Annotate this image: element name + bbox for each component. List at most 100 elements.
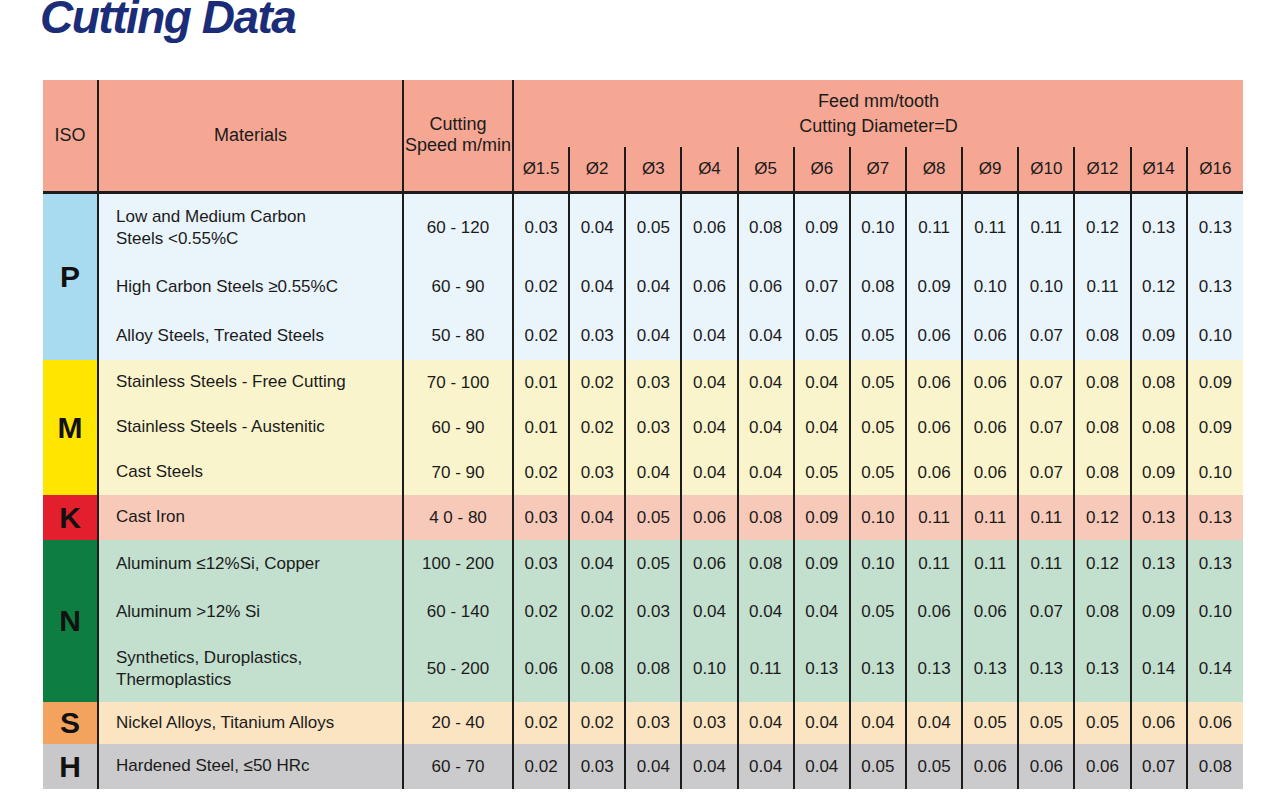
materials-col-header: Materials <box>98 80 403 192</box>
iso-class-P: P <box>43 192 98 360</box>
feed-cell: 0.04 <box>738 588 794 636</box>
feed-cell: 0.09 <box>794 192 850 262</box>
table-row: Synthetics, Duroplastics, Thermoplastics… <box>43 636 1243 702</box>
feed-header-line2: Cutting Diameter=D <box>514 114 1243 138</box>
feed-cell: 0.09 <box>1187 360 1243 405</box>
feed-cell: 0.04 <box>569 192 625 262</box>
feed-cell: 0.06 <box>681 262 737 312</box>
feed-cell: 0.13 <box>1187 495 1243 540</box>
material-cell: Cast Steels <box>98 450 403 495</box>
feed-cell: 0.07 <box>1131 744 1187 789</box>
cutting-data-table: ISO Materials Cutting Speed m/min Feed m… <box>43 80 1243 789</box>
feed-cell: 0.02 <box>569 360 625 405</box>
feed-cell: 0.03 <box>569 450 625 495</box>
diameter-col-header: Ø5 <box>738 147 794 192</box>
feed-cell: 0.12 <box>1074 192 1130 262</box>
feed-cell: 0.03 <box>513 192 569 262</box>
feed-cell: 0.05 <box>625 540 681 588</box>
feed-cell: 0.04 <box>569 540 625 588</box>
feed-cell: 0.05 <box>850 450 906 495</box>
feed-cell: 0.09 <box>906 262 962 312</box>
feed-cell: 0.10 <box>1187 312 1243 360</box>
feed-cell: 0.08 <box>1187 744 1243 789</box>
diameter-col-header: Ø16 <box>1187 147 1243 192</box>
material-cell: Nickel Alloys, Titanium Alloys <box>98 702 403 744</box>
feed-cell: 0.13 <box>850 636 906 702</box>
iso-class-M: M <box>43 360 98 495</box>
feed-cell: 0.03 <box>625 360 681 405</box>
feed-cell: 0.13 <box>1187 262 1243 312</box>
feed-cell: 0.04 <box>738 744 794 789</box>
feed-cell: 0.04 <box>794 588 850 636</box>
feed-cell: 0.06 <box>906 312 962 360</box>
cutting-speed-cell: 4 0 - 80 <box>403 495 513 540</box>
feed-cell: 0.03 <box>513 495 569 540</box>
material-cell: Aluminum ≤12%Si, Copper <box>98 540 403 588</box>
feed-cell: 0.02 <box>513 312 569 360</box>
feed-cell: 0.05 <box>625 192 681 262</box>
feed-cell: 0.10 <box>1187 588 1243 636</box>
material-cell: Stainless Steels - Free Cutting <box>98 360 403 405</box>
feed-cell: 0.10 <box>1018 262 1074 312</box>
feed-cell: 0.09 <box>794 540 850 588</box>
feed-cell: 0.04 <box>681 588 737 636</box>
cutting-speed-cell: 70 - 100 <box>403 360 513 405</box>
feed-cell: 0.04 <box>794 360 850 405</box>
feed-cell: 0.08 <box>738 495 794 540</box>
feed-cell: 0.03 <box>569 312 625 360</box>
feed-cell: 0.13 <box>1074 636 1130 702</box>
feed-cell: 0.02 <box>513 702 569 744</box>
diameter-col-header: Ø9 <box>962 147 1018 192</box>
feed-cell: 0.06 <box>906 450 962 495</box>
feed-cell: 0.13 <box>794 636 850 702</box>
feed-cell: 0.08 <box>738 540 794 588</box>
material-cell: Low and Medium Carbon Steels <0.55%C <box>98 192 403 262</box>
diameter-col-header: Ø2 <box>569 147 625 192</box>
feed-cell: 0.11 <box>1074 262 1130 312</box>
feed-cell: 0.09 <box>1131 588 1187 636</box>
feed-cell: 0.04 <box>794 405 850 450</box>
feed-cell: 0.10 <box>1187 450 1243 495</box>
feed-cell: 0.06 <box>513 636 569 702</box>
feed-cell: 0.06 <box>681 495 737 540</box>
feed-cell: 0.02 <box>513 450 569 495</box>
iso-class-N: N <box>43 540 98 702</box>
feed-cell: 0.05 <box>850 312 906 360</box>
feed-cell: 0.08 <box>738 192 794 262</box>
feed-cell: 0.09 <box>1131 312 1187 360</box>
feed-cell: 0.10 <box>681 636 737 702</box>
cutting-speed-cell: 60 - 120 <box>403 192 513 262</box>
feed-cell: 0.11 <box>962 540 1018 588</box>
feed-cell: 0.14 <box>1131 636 1187 702</box>
cutting-speed-cell: 70 - 90 <box>403 450 513 495</box>
feed-cell: 0.08 <box>850 262 906 312</box>
feed-header-line1: Feed mm/tooth <box>514 89 1243 113</box>
feed-cell: 0.04 <box>625 744 681 789</box>
feed-cell: 0.08 <box>1131 360 1187 405</box>
feed-cell: 0.01 <box>513 405 569 450</box>
feed-cell: 0.02 <box>569 702 625 744</box>
feed-cell: 0.02 <box>569 405 625 450</box>
cutting-speed-col-header: Cutting Speed m/min <box>403 80 513 192</box>
feed-cell: 0.02 <box>513 262 569 312</box>
feed-cell: 0.04 <box>569 495 625 540</box>
feed-header: Feed mm/tooth Cutting Diameter=D <box>513 80 1243 147</box>
feed-cell: 0.06 <box>681 540 737 588</box>
feed-cell: 0.13 <box>1018 636 1074 702</box>
feed-cell: 0.07 <box>1018 588 1074 636</box>
feed-cell: 0.10 <box>850 495 906 540</box>
feed-cell: 0.06 <box>1018 744 1074 789</box>
feed-cell: 0.08 <box>1074 405 1130 450</box>
table-row: NAluminum ≤12%Si, Copper100 - 2000.030.0… <box>43 540 1243 588</box>
feed-cell: 0.05 <box>1074 702 1130 744</box>
feed-cell: 0.13 <box>1131 192 1187 262</box>
feed-cell: 0.06 <box>1187 702 1243 744</box>
iso-class-H: H <box>43 744 98 789</box>
feed-cell: 0.12 <box>1074 495 1130 540</box>
cutting-speed-cell: 50 - 80 <box>403 312 513 360</box>
feed-cell: 0.08 <box>625 636 681 702</box>
feed-cell: 0.01 <box>513 360 569 405</box>
feed-cell: 0.07 <box>1018 405 1074 450</box>
feed-cell: 0.07 <box>1018 450 1074 495</box>
feed-cell: 0.13 <box>1131 495 1187 540</box>
